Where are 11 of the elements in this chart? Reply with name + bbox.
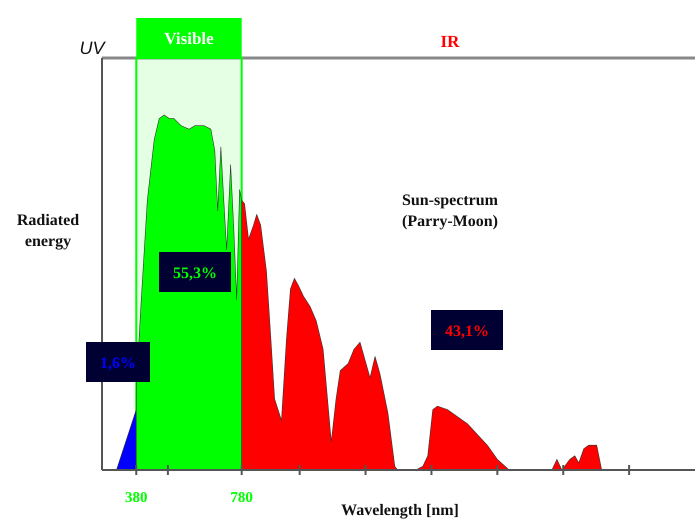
band-label: Visible xyxy=(164,29,214,48)
x-axis-title: Wavelength [nm] xyxy=(341,502,459,519)
y-axis-title: Radiated energy xyxy=(16,212,80,250)
text: UV xyxy=(79,38,106,58)
x-tick-label: 780 xyxy=(230,490,253,506)
annotation: 43,1% xyxy=(445,323,489,340)
x-tick-label: 380 xyxy=(125,490,148,506)
text: IR xyxy=(440,32,460,51)
annotation: Sun-spectrum (Parry-Moon) xyxy=(402,192,499,230)
annotation: 1,6% xyxy=(100,355,136,372)
annotation: 55,3% xyxy=(173,265,217,282)
